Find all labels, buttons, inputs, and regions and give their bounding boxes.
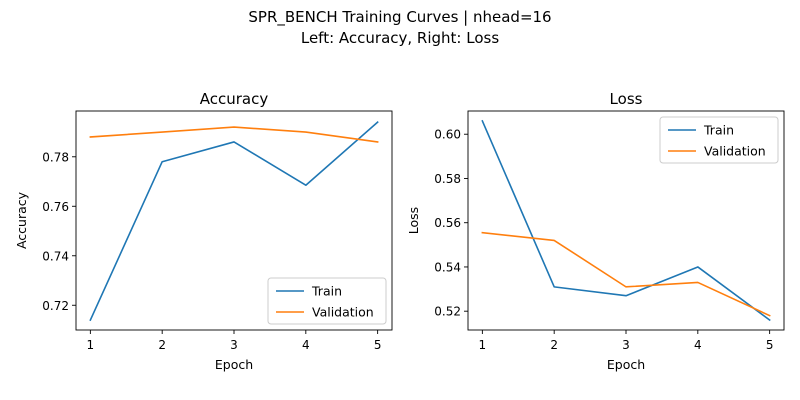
accuracy-x-tick-label: 2 [158,338,166,352]
accuracy-x-axis-label: Epoch [215,357,253,372]
accuracy-legend-label-train: Train [311,284,342,299]
accuracy-y-tick-label: 0.76 [42,200,69,214]
loss-legend: Train Validation [659,116,779,164]
loss-x-tick-label: 5 [766,338,774,352]
loss-x-tick-label: 1 [479,338,487,352]
accuracy-x-tick-label: 4 [302,338,310,352]
loss-panel: 1 2 3 4 5 0.52 0.54 0.56 0.58 0.60 Loss Epoch Loss Tr… [406,90,785,372]
loss-y-tick-label: 0.60 [434,128,461,142]
accuracy-series-line-train [89,121,379,322]
loss-y-tick-label: 0.58 [434,172,461,186]
loss-x-axis-label: Epoch [607,357,645,372]
figure-suptitle-line-2: Left: Accuracy, Right: Loss [301,29,499,47]
accuracy-x-tick-label: 5 [374,338,382,352]
loss-y-tick-label: 0.52 [434,305,461,319]
loss-x-tick-label: 3 [622,338,630,352]
accuracy-legend: Train Validation [267,277,387,325]
accuracy-panel: 1 2 3 4 5 0.72 0.74 0.76 0.78 Accuracy Epoch Accura… [14,90,393,372]
loss-y-tick-label: 0.54 [434,260,461,274]
loss-legend-label-validation: Validation [704,144,766,159]
accuracy-x-tick-label: 1 [87,338,95,352]
accuracy-x-tick-label: 3 [230,338,238,352]
accuracy-y-tick-label: 0.72 [42,299,69,313]
loss-panel-title: Loss [610,90,643,108]
loss-y-axis-label: Loss [406,207,421,234]
loss-y-tick-label: 0.56 [434,216,461,230]
loss-x-tick-label: 2 [550,338,558,352]
loss-series-line-validation [481,231,771,317]
figure-suptitle-line-1: SPR_BENCH Training Curves | nhead=16 [248,8,551,27]
accuracy-y-tick-label: 0.74 [42,249,69,263]
loss-series-line-train [481,119,771,322]
accuracy-y-tick-label: 0.78 [42,150,69,164]
accuracy-y-axis-label: Accuracy [14,191,29,249]
loss-legend-label-train: Train [703,123,734,138]
accuracy-series-line-validation [89,126,379,143]
accuracy-panel-title: Accuracy [200,90,269,108]
loss-x-tick-label: 4 [694,338,702,352]
accuracy-legend-label-validation: Validation [312,305,374,320]
